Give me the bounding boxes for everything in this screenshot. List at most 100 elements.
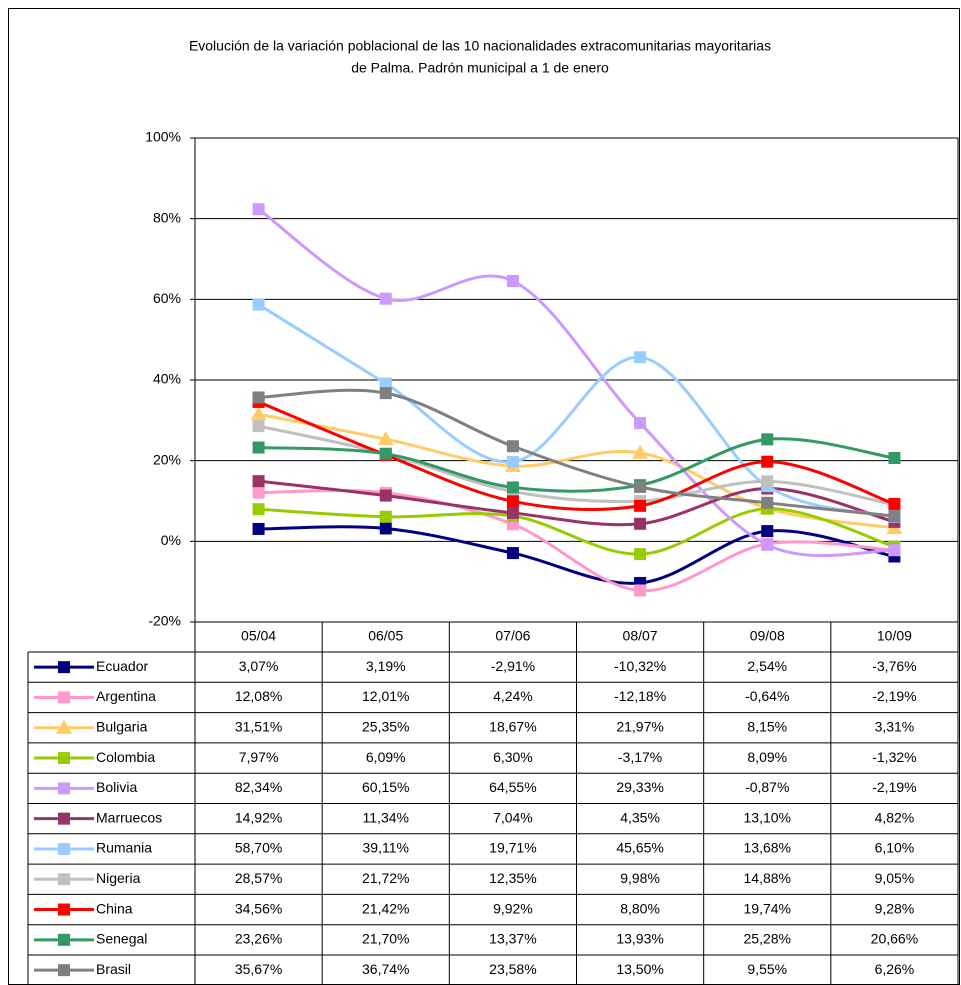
table-value: 21,72% [362, 870, 409, 886]
table-value: 64,55% [489, 779, 536, 795]
data-point [761, 496, 774, 509]
x-tick-label: 05/04 [241, 628, 276, 644]
table-value: 9,55% [747, 961, 787, 977]
table-value: 21,42% [362, 900, 409, 916]
data-point [506, 274, 519, 287]
y-tick-label: 60% [153, 290, 181, 306]
data-point [252, 486, 265, 499]
data-point [506, 518, 519, 531]
data-point [506, 506, 519, 519]
data-point [379, 377, 392, 390]
legend-label: Bolivia [96, 779, 137, 795]
y-tick-label: 20% [153, 451, 181, 467]
series-line [258, 412, 895, 530]
x-tick-label: 07/06 [495, 628, 530, 644]
data-point [634, 480, 647, 493]
table-value: 9,98% [620, 870, 660, 886]
table-value: 12,35% [489, 870, 536, 886]
table-value: 8,15% [747, 718, 787, 734]
y-tick-label: 80% [153, 209, 181, 225]
data-point [634, 584, 647, 597]
table-value: 11,34% [363, 809, 409, 825]
data-point [252, 441, 265, 454]
data-point [379, 522, 392, 535]
y-tick-label: -20% [148, 613, 181, 629]
legend-marker [58, 842, 70, 855]
data-point [252, 203, 265, 216]
legend-label: Ecuador [96, 658, 148, 674]
table-value: -2,19% [872, 688, 916, 704]
table-value: 13,68% [744, 840, 791, 856]
table-value: 7,97% [239, 749, 279, 765]
series-line [257, 208, 895, 558]
table-value: 20,66% [871, 931, 918, 947]
legend-marker [56, 719, 72, 734]
data-point [252, 475, 265, 488]
table-value: 3,19% [366, 658, 406, 674]
data-point [506, 455, 519, 468]
table-value: 34,56% [235, 900, 282, 916]
table-value: 7,04% [493, 809, 533, 825]
table-value: -3,17% [618, 749, 662, 765]
table-value: -12,18% [614, 688, 666, 704]
data-point [761, 525, 774, 538]
data-point [761, 455, 774, 468]
y-tick-label: 0% [161, 532, 181, 548]
series-line [258, 437, 895, 493]
series-line [258, 488, 895, 592]
data-point [634, 499, 647, 512]
data-point [506, 547, 519, 560]
legend-marker [58, 903, 70, 916]
table-value: -10,32% [614, 658, 666, 674]
data-point [761, 538, 774, 551]
data-point [761, 433, 774, 446]
data-point [634, 517, 647, 530]
chart-title: Evolución de la variación poblacional de… [189, 38, 771, 54]
table-value: 14,88% [744, 870, 791, 886]
data-point [634, 548, 647, 561]
table-value: 6,26% [875, 961, 915, 977]
table-value: -0,64% [745, 688, 789, 704]
table-value: 9,28% [875, 900, 915, 916]
data-point [379, 447, 392, 460]
data-point [761, 475, 774, 488]
data-point [888, 452, 901, 465]
table-value: 13,37% [489, 931, 536, 947]
table-value: 23,58% [489, 961, 536, 977]
table-value: 36,74% [362, 961, 409, 977]
table-value: 45,65% [616, 840, 663, 856]
legend-marker [58, 964, 70, 977]
series-line [258, 479, 895, 527]
data-point [379, 489, 392, 502]
x-tick-label: 09/08 [750, 628, 785, 644]
data-point [888, 510, 901, 523]
table-value: 13,93% [616, 931, 663, 947]
table-value: 14,92% [235, 809, 282, 825]
data-point [379, 510, 392, 523]
table-value: 35,67% [235, 961, 282, 977]
table-value: 4,24% [493, 688, 533, 704]
table-value: 21,70% [362, 931, 409, 947]
x-tick-label: 08/07 [623, 628, 658, 644]
chart-title: de Palma. Padrón municipal a 1 de enero [351, 60, 609, 76]
y-tick-label: 100% [145, 129, 181, 145]
table-value: 8,80% [620, 900, 660, 916]
data-point [377, 431, 394, 446]
y-tick-label: 40% [153, 371, 181, 387]
data-point [506, 440, 519, 453]
legend-label: Marruecos [96, 809, 162, 825]
legend-label: Senegal [96, 931, 147, 947]
data-point [252, 503, 265, 516]
table-value: 4,35% [620, 809, 660, 825]
x-tick-label: 06/05 [368, 628, 403, 644]
legend-marker [58, 933, 70, 946]
table-value: 4,82% [875, 809, 915, 825]
table-value: 13,10% [744, 809, 791, 825]
table-value: 60,15% [362, 779, 409, 795]
table-value: 82,34% [235, 779, 282, 795]
table-value: 9,05% [875, 870, 915, 886]
legend-label: Rumania [96, 840, 152, 856]
table-value: 28,57% [235, 870, 282, 886]
data-point [379, 292, 392, 305]
table-value: 21,97% [616, 718, 663, 734]
